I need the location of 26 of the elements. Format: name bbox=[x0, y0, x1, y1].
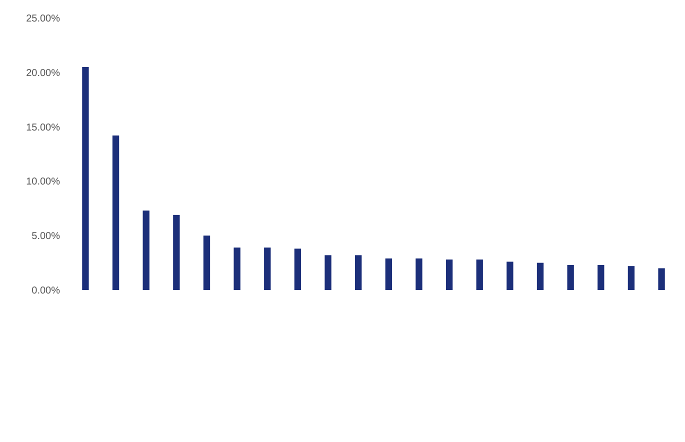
y-tick-label: 25.00% bbox=[26, 14, 60, 24]
y-tick-label: 20.00% bbox=[26, 68, 60, 79]
bar bbox=[294, 248, 302, 290]
bar bbox=[506, 262, 514, 290]
bar bbox=[82, 66, 89, 290]
bar bbox=[446, 260, 453, 290]
bar bbox=[264, 248, 271, 290]
y-tick-label: 0.00% bbox=[32, 286, 60, 296]
bar bbox=[476, 260, 483, 290]
bar bbox=[173, 214, 180, 290]
bar bbox=[536, 262, 544, 290]
bar bbox=[234, 248, 240, 290]
y-tick-label: 5.00% bbox=[32, 231, 60, 242]
bar bbox=[112, 136, 120, 290]
bar bbox=[567, 264, 574, 290]
y-tick-label: 15.00% bbox=[26, 122, 60, 134]
bar bbox=[385, 258, 392, 290]
bar bbox=[598, 264, 604, 290]
bar bbox=[203, 236, 210, 290]
bar bbox=[355, 255, 362, 290]
bar bbox=[142, 210, 150, 290]
bar bbox=[324, 255, 332, 290]
bar bbox=[658, 268, 665, 290]
bar bbox=[416, 258, 422, 290]
bar bbox=[628, 266, 635, 290]
y-tick-label: 10.00% bbox=[26, 176, 60, 188]
